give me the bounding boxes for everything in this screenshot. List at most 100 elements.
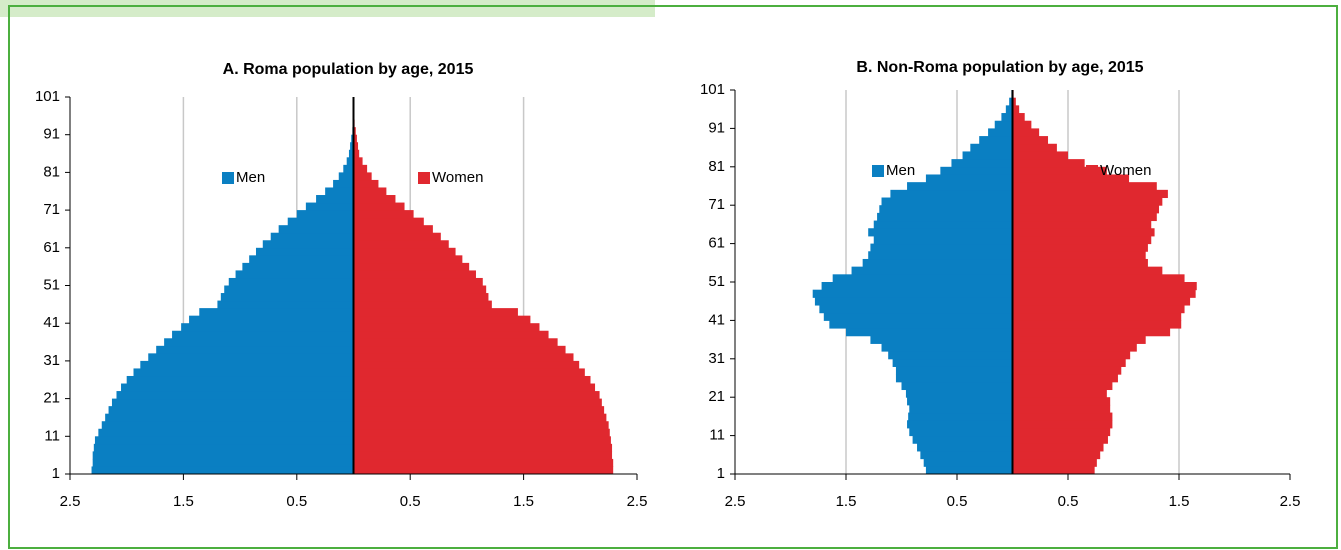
bar [905,389,1013,398]
y-tick-label: 101 [35,88,60,105]
bar [1012,420,1113,429]
x-tick-label: 2.5 [60,493,81,510]
x-tick-label: 2.5 [725,493,746,510]
bar [1012,151,1068,160]
bar [1012,113,1025,122]
bar [1012,228,1155,237]
y-tick-label: 21 [43,390,60,407]
bar [353,195,396,204]
bar [895,374,1013,383]
bar [353,345,566,354]
bar [873,235,1013,245]
bar [351,134,354,143]
x-tick-label: 0.5 [947,493,968,510]
bar [1012,305,1185,314]
bar [353,187,387,196]
bar [1012,458,1097,467]
bar [1012,212,1157,222]
bar [940,166,1013,175]
bar [353,172,372,181]
bar [1012,251,1146,260]
bar [925,466,1013,475]
legend-label: Women [432,169,483,186]
y-tick-label: 81 [43,163,60,180]
bar [1012,136,1049,145]
bar [353,270,476,279]
bar [821,282,1013,291]
bar [224,285,354,294]
bar [1012,243,1148,252]
bar [353,383,596,392]
legend-swatch [1086,165,1098,177]
y-tick-label: 41 [43,314,60,331]
bar [819,305,1013,314]
bar [868,228,1013,237]
bar [262,240,354,249]
chart-title: A. Roma population by age, 2015 [223,61,474,78]
y-tick-label: 1 [717,465,725,482]
bar [353,338,558,347]
bar [353,285,487,294]
bar [1009,97,1013,106]
bar [353,134,357,143]
bar [846,328,1013,337]
y-tick-label: 41 [708,311,725,328]
x-tick-label: 2.5 [1280,493,1301,510]
bar [353,300,492,309]
bar [1012,205,1160,214]
bar [1012,343,1137,352]
bar [156,345,354,354]
bar [1012,143,1057,152]
bar [353,323,540,332]
bar [316,195,354,204]
bar [1012,289,1196,298]
bar [242,262,354,271]
y-tick-label: 101 [700,81,725,98]
bar [832,274,1013,283]
y-tick-label: 91 [43,126,60,143]
bar [338,172,354,181]
bar [93,443,354,452]
bar [350,142,354,151]
bar [325,187,354,196]
bar [877,212,1013,222]
bar [901,381,1013,391]
bar [111,398,354,407]
bar [862,258,1013,268]
bar [1012,258,1148,268]
bar [91,466,354,475]
bar [1012,427,1111,437]
bar [1012,335,1146,344]
bar [917,443,1013,452]
legend-swatch [222,172,234,184]
bar [353,157,363,166]
bar [305,202,354,211]
y-tick-label: 51 [43,276,60,293]
bar [1012,282,1197,291]
bar [126,375,354,385]
bar [92,458,354,467]
bar [1012,105,1020,114]
bar [346,157,354,166]
bar [907,397,1013,406]
bar [892,358,1013,367]
bar [235,270,354,279]
bar [353,308,518,317]
bar [1012,266,1163,275]
bar [1012,397,1111,406]
y-tick-label: 11 [709,427,725,444]
bar [353,458,614,467]
bar [909,427,1013,437]
bar [353,149,360,158]
bar [353,127,356,136]
bar [1012,358,1126,367]
bar [812,289,1013,298]
bar [353,202,405,211]
charts: A. Roma population by age, 2015 2.5 1.5 0.5… [35,59,1300,510]
x-tick-label: 1.5 [513,493,534,510]
bar [220,293,354,302]
bar [912,435,1013,444]
bar [1012,166,1107,175]
bar [353,406,605,415]
bar [1012,443,1104,452]
